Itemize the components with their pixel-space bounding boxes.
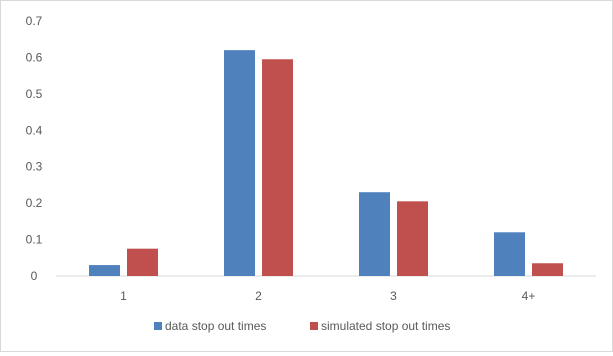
bar-simulated-0 xyxy=(127,248,158,276)
bar-data-0 xyxy=(89,265,120,276)
legend: data stop out times simulated stop out ti… xyxy=(154,319,450,333)
x-tick-label: 1 xyxy=(120,289,127,303)
y-axis-ticks: 0 0.1 0.2 0.3 0.4 0.5 0.6 0.7 xyxy=(26,14,43,283)
bar-simulated-2 xyxy=(397,201,428,276)
y-tick-label: 0.6 xyxy=(26,50,43,64)
y-tick-label: 0.4 xyxy=(26,123,43,137)
y-tick-label: 0.5 xyxy=(26,87,43,101)
y-tick-label: 0.2 xyxy=(26,196,43,210)
bar-data-3 xyxy=(494,232,525,276)
y-tick-label: 0.3 xyxy=(26,160,43,174)
bar-data-1 xyxy=(224,50,255,277)
bar-simulated-1 xyxy=(262,59,293,276)
x-tick-label: 2 xyxy=(255,289,262,303)
x-axis-ticks: 1 2 3 4+ xyxy=(120,289,535,303)
legend-label: simulated stop out times xyxy=(321,319,450,333)
x-tick-label: 4+ xyxy=(522,289,536,303)
y-tick-label: 0 xyxy=(31,269,38,283)
bar-simulated-3 xyxy=(532,263,563,276)
y-tick-label: 0.7 xyxy=(26,14,43,28)
bar-data-2 xyxy=(359,192,390,276)
bars xyxy=(89,50,563,277)
legend-swatch xyxy=(154,322,162,330)
bar-chart: 0 0.1 0.2 0.3 0.4 0.5 0.6 0.7 1 2 3 4+ data stop o… xyxy=(26,14,596,333)
legend-label: data stop out times xyxy=(165,319,266,333)
x-tick-label: 3 xyxy=(390,289,397,303)
legend-swatch xyxy=(310,322,318,330)
y-tick-label: 0.1 xyxy=(26,233,43,247)
